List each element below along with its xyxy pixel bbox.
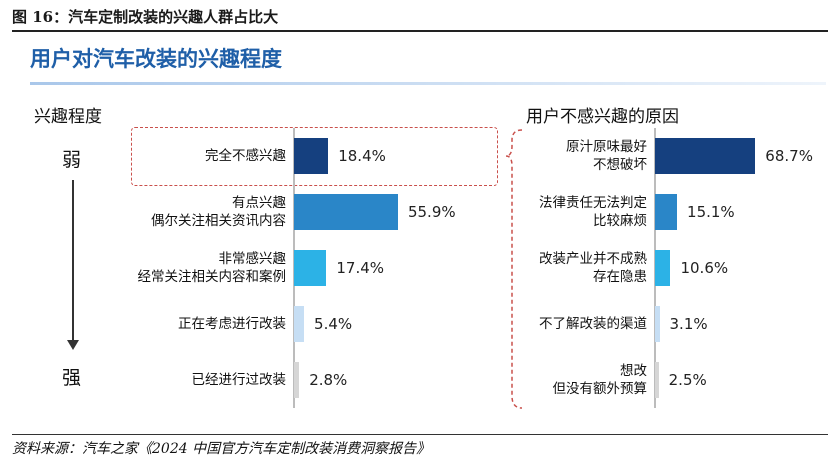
chart-1-category-label: 原汁原味最好不想破坏 — [566, 138, 647, 174]
chart-0-bar — [294, 138, 329, 174]
chart-0-category-label: 已经进行过改装 — [192, 371, 287, 389]
chart-0-bar — [294, 194, 398, 230]
right-chart-title: 用户不感兴趣的原因 — [526, 107, 679, 127]
reason-bracket — [505, 129, 523, 409]
axis-strong-label: 强 — [62, 367, 82, 389]
chart-1-value-label: 2.5% — [668, 371, 707, 389]
chart-0-category-label: 有点兴趣偶尔关注相关资讯内容 — [151, 194, 286, 230]
highlight-box — [131, 127, 498, 186]
title-underline — [30, 82, 826, 85]
chart-1-bar — [655, 250, 671, 286]
figure-title: 图 16：汽车定制改装的兴趣人群占比大 — [12, 8, 279, 26]
chart-1-value-label: 3.1% — [669, 315, 708, 333]
chart-1-category-line: 不了解改装的渠道 — [539, 316, 647, 332]
chart-1-value-label: 15.1% — [687, 203, 735, 221]
chart-1-value-label: 10.6% — [680, 259, 729, 277]
bottom-rule — [12, 434, 828, 435]
chart-1-category-label: 法律责任无法判定比较麻烦 — [539, 194, 647, 230]
chart-1-bar — [655, 194, 678, 230]
chart-1-category-label: 改装产业并不成熟存在隐患 — [539, 250, 647, 286]
chart-0-value-label: 18.4% — [338, 147, 386, 165]
chart-0-value-label: 55.9% — [407, 203, 456, 221]
chart-1-bar — [655, 138, 756, 174]
chart-1-category-line: 法律责任无法判定 — [539, 195, 647, 211]
chart-0-value-label: 5.4% — [314, 315, 353, 333]
chart-1-category-line: 比较麻烦 — [593, 213, 647, 229]
chart-1-category-line: 但没有额外预算 — [552, 381, 648, 397]
chart-1-category-label: 想改但没有额外预算 — [553, 362, 648, 398]
chart-1-category-line: 不想破坏 — [593, 157, 647, 173]
chart-1-bar — [655, 362, 659, 398]
top-rule — [12, 30, 828, 32]
chart-0-category-line: 偶尔关注相关资讯内容 — [151, 213, 286, 229]
chart-0-category-line: 已经进行过改装 — [191, 372, 287, 388]
left-chart-title: 兴趣程度 — [34, 107, 102, 127]
chart-1-category-label: 不了解改装的渠道 — [539, 315, 647, 333]
chart-1-value-label: 68.7% — [765, 147, 813, 165]
chart-1-bar — [655, 306, 660, 342]
intensity-arrow-line — [72, 180, 74, 342]
chart-0-category-line: 正在考虑进行改装 — [178, 316, 286, 332]
chart-0-category-line: 完全不感兴趣 — [205, 148, 286, 164]
chart-0-category-label: 正在考虑进行改装 — [178, 315, 286, 333]
chart-1-category-line: 改装产业并不成熟 — [539, 251, 647, 267]
main-title: 用户对汽车改装的兴趣程度 — [30, 47, 282, 71]
chart-0-category-line: 非常感兴趣 — [218, 251, 287, 267]
chart-0-bar — [294, 250, 327, 286]
chart-1-category-line: 想改 — [620, 363, 647, 379]
chart-0-category-label: 非常感兴趣经常关注相关内容和案例 — [138, 250, 287, 286]
arrow-down-icon — [67, 340, 79, 350]
chart-0-bar — [294, 306, 305, 342]
chart-0-category-label: 完全不感兴趣 — [205, 147, 286, 165]
chart-1-category-line: 存在隐患 — [593, 269, 647, 285]
source-note: 资料来源：汽车之家《2024 中国官方汽车定制改装消费洞察报告》 — [12, 441, 431, 457]
chart-0-bar — [294, 362, 300, 398]
chart-0-category-line: 经常关注相关内容和案例 — [137, 269, 287, 285]
chart-0-category-line: 有点兴趣 — [232, 195, 286, 211]
chart-0-value-label: 17.4% — [336, 259, 385, 277]
axis-weak-label: 弱 — [62, 149, 82, 171]
chart-1-category-line: 原汁原味最好 — [566, 139, 647, 155]
chart-0-value-label: 2.8% — [309, 371, 348, 389]
